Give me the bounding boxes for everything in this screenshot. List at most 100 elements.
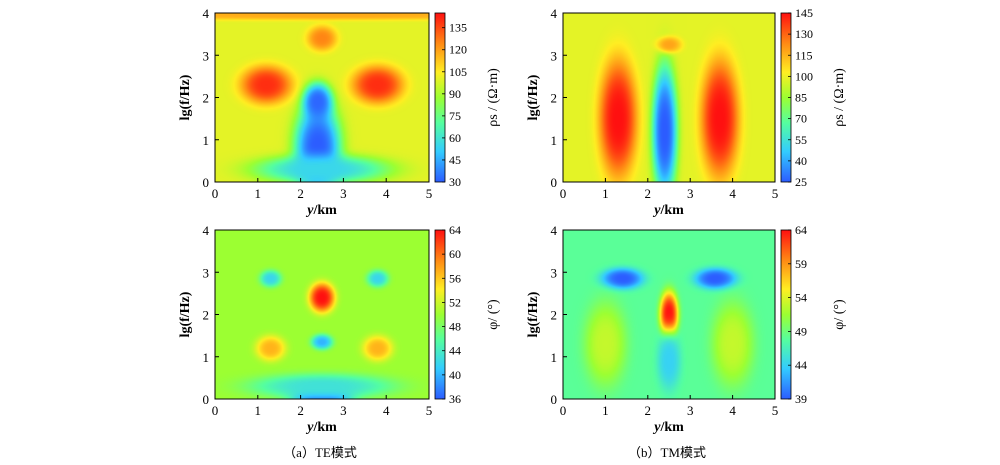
y-tick-label: 4 bbox=[551, 6, 558, 21]
x-tick-label: 4 bbox=[383, 403, 390, 418]
heatmap-tm-phi bbox=[563, 230, 775, 399]
heatmap-te-phi bbox=[215, 230, 429, 399]
panel-te-phi: 0 1 2 3 4 5 0 1 2 3 4 y/km lg(f/Hz) 36 40 44 48 52 56 60 64 φ… bbox=[178, 223, 501, 435]
colorbar bbox=[434, 229, 446, 400]
colorbar-tick-label: 115 bbox=[795, 48, 813, 62]
colorbar-tick-label: 40 bbox=[795, 154, 807, 168]
y-axis-label: lg(f/Hz) bbox=[526, 74, 541, 120]
colorbar-tick-label: 75 bbox=[449, 109, 461, 123]
caption-a: （a）TE模式 bbox=[283, 445, 357, 460]
heatmap-tm-rho bbox=[563, 13, 775, 182]
colorbar-label: ρs / (Ω·m) bbox=[486, 68, 501, 127]
x-tick-label: 5 bbox=[426, 403, 433, 418]
x-tick-label: 0 bbox=[560, 403, 567, 418]
x-tick-label: 3 bbox=[687, 186, 694, 201]
y-tick-label: 2 bbox=[203, 91, 210, 106]
y-tick-label: 3 bbox=[203, 48, 210, 63]
x-tick-label: 5 bbox=[772, 186, 779, 201]
colorbar-tick-label: 100 bbox=[795, 69, 813, 83]
y-tick-label: 0 bbox=[203, 175, 210, 190]
x-tick-label: 0 bbox=[212, 403, 219, 418]
colorbar-tick-label: 90 bbox=[449, 87, 461, 101]
y-tick-label: 2 bbox=[551, 91, 558, 106]
x-tick-label: 3 bbox=[340, 403, 347, 418]
colorbar-tick-label: 30 bbox=[449, 175, 461, 189]
colorbar-tick-label: 48 bbox=[449, 320, 461, 334]
x-tick-label: 2 bbox=[297, 186, 304, 201]
heatmap-te-rho bbox=[215, 13, 429, 182]
y-tick-label: 1 bbox=[551, 133, 558, 148]
y-tick-label: 1 bbox=[551, 350, 558, 365]
y-tick-label: 4 bbox=[203, 6, 210, 21]
y-axis-label: lg(f/Hz) bbox=[178, 291, 193, 337]
colorbar-tick-label: 85 bbox=[795, 91, 807, 105]
x-tick-label: 1 bbox=[602, 186, 609, 201]
y-tick-label: 3 bbox=[203, 265, 210, 280]
colorbar-label: ρs / (Ω·m) bbox=[832, 68, 847, 127]
colorbar-tick-label: 56 bbox=[449, 271, 461, 285]
x-tick-label: 1 bbox=[255, 186, 261, 201]
y-axis-label: lg(f/Hz) bbox=[178, 74, 193, 120]
x-axis-label: y/km bbox=[305, 420, 337, 435]
x-axis-label: y/km bbox=[305, 203, 337, 218]
colorbar-label: φ/ (°) bbox=[832, 299, 847, 330]
x-tick-label: 4 bbox=[729, 403, 736, 418]
colorbar-tick-label: 60 bbox=[449, 247, 461, 261]
colorbar-tick-label: 135 bbox=[449, 21, 467, 35]
y-tick-label: 0 bbox=[203, 392, 210, 407]
y-axis-label: lg(f/Hz) bbox=[526, 291, 541, 337]
y-tick-label: 3 bbox=[551, 265, 558, 280]
y-tick-label: 0 bbox=[551, 392, 558, 407]
colorbar bbox=[780, 229, 792, 400]
colorbar-tick-label: 64 bbox=[795, 223, 807, 237]
x-tick-label: 2 bbox=[645, 186, 652, 201]
x-tick-label: 4 bbox=[383, 186, 390, 201]
colorbar-tick-label: 59 bbox=[795, 257, 807, 271]
colorbar-tick-label: 52 bbox=[449, 295, 461, 309]
colorbar-tick-label: 70 bbox=[795, 112, 807, 126]
y-tick-label: 3 bbox=[551, 48, 558, 63]
y-tick-label: 2 bbox=[551, 308, 558, 323]
x-tick-label: 5 bbox=[426, 186, 433, 201]
colorbar-tick-label: 64 bbox=[449, 223, 461, 237]
y-tick-label: 0 bbox=[551, 175, 558, 190]
y-tick-label: 1 bbox=[203, 350, 210, 365]
y-tick-label: 1 bbox=[203, 133, 210, 148]
x-tick-label: 2 bbox=[297, 403, 304, 418]
colorbar bbox=[434, 12, 446, 183]
colorbar-label: φ/ (°) bbox=[486, 299, 501, 330]
colorbar-tick-label: 25 bbox=[795, 175, 807, 189]
colorbar-tick-label: 49 bbox=[795, 324, 807, 338]
colorbar-tick-label: 45 bbox=[449, 153, 461, 167]
x-axis-label: y/km bbox=[652, 420, 684, 435]
x-tick-label: 0 bbox=[212, 186, 219, 201]
colorbar-tick-label: 120 bbox=[449, 43, 467, 57]
panel-te-rho: 0 1 2 3 4 501234y/kmlg(f/Hz)30456075901051201… bbox=[178, 6, 501, 218]
colorbar-tick-label: 55 bbox=[795, 133, 807, 147]
x-tick-label: 5 bbox=[772, 403, 779, 418]
colorbar-tick-label: 54 bbox=[795, 291, 807, 305]
panel-tm-rho: 0 1 2 3 4 5 0 1 2 3 4 y/km lg(f/Hz) 25 40 55 70 85 100 115 1… bbox=[526, 6, 847, 218]
x-tick-label: 1 bbox=[255, 403, 261, 418]
caption-b: （b）TM模式 bbox=[628, 445, 706, 460]
colorbar-tick-label: 105 bbox=[449, 65, 467, 79]
x-tick-label: 4 bbox=[729, 186, 736, 201]
panel-tm-phi: 0 1 2 3 4 5 0 1 2 3 4 y/km lg(f/Hz) 39 44 49 54 59 64 φ/ (°… bbox=[526, 223, 847, 435]
y-tick-label: 4 bbox=[203, 223, 210, 238]
colorbar-tick-label: 44 bbox=[449, 344, 461, 358]
colorbar-tick-label: 39 bbox=[795, 392, 807, 406]
x-tick-label: 0 bbox=[560, 186, 567, 201]
colorbar-tick-label: 44 bbox=[795, 358, 807, 372]
colorbar-tick-label: 40 bbox=[449, 368, 461, 382]
y-tick-label: 2 bbox=[203, 308, 210, 323]
colorbar-tick-label: 145 bbox=[795, 6, 813, 20]
x-tick-label: 1 bbox=[602, 403, 609, 418]
colorbar-tick-label: 130 bbox=[795, 27, 813, 41]
y-tick-label: 4 bbox=[551, 223, 558, 238]
x-tick-label: 3 bbox=[340, 186, 347, 201]
x-tick-label: 2 bbox=[645, 403, 652, 418]
colorbar-tick-label: 36 bbox=[449, 392, 461, 406]
colorbar-tick-label: 60 bbox=[449, 131, 461, 145]
x-axis-label: y/km bbox=[652, 203, 684, 218]
